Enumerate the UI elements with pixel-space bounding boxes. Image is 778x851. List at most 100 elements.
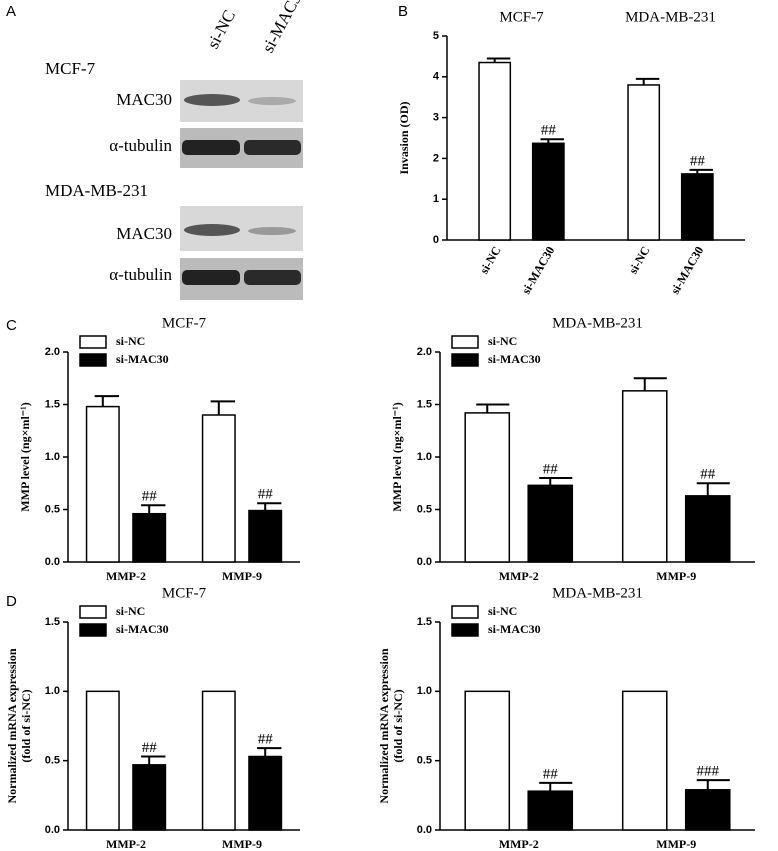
annotation: ## xyxy=(543,766,559,782)
bar xyxy=(621,690,668,831)
blot-band xyxy=(182,270,240,285)
y-axis-label: Normalized mRNA expression xyxy=(5,648,19,803)
legend-label: si-MAC30 xyxy=(488,622,541,636)
chart-title: MCF-7 xyxy=(162,315,207,331)
annotation: ## xyxy=(543,461,559,477)
legend-swatch xyxy=(451,623,479,637)
y-axis-label: Invasion (OD) xyxy=(397,101,411,174)
x-tick-label: MMP-9 xyxy=(222,837,262,851)
y-tick-label: 1.0 xyxy=(417,451,432,463)
blot-column: si-NC xyxy=(203,7,239,52)
legend-swatch xyxy=(451,353,479,367)
y-tick-label: 0 xyxy=(433,234,439,246)
y-tick-label: 2 xyxy=(433,152,439,164)
y-axis-label: (fold of si-NC) xyxy=(19,689,33,762)
bar xyxy=(464,412,511,563)
y-tick-label: 0.0 xyxy=(417,824,432,836)
y-tick-label: 3 xyxy=(433,112,439,124)
bar xyxy=(531,142,565,241)
x-tick-label: MMP-2 xyxy=(106,569,146,583)
y-tick-label: 1.5 xyxy=(417,398,432,410)
blot-row: α-tubulin xyxy=(109,265,172,284)
x-tick-label: si-NC xyxy=(626,244,653,276)
legend-label: si-NC xyxy=(488,604,517,618)
legend-label: si-MAC30 xyxy=(116,622,169,636)
panel-label: A xyxy=(6,3,16,20)
x-tick-label: si-MAC30 xyxy=(668,244,706,297)
panel-label: D xyxy=(6,593,17,610)
x-tick-label: MMP-2 xyxy=(106,837,146,851)
y-tick-label: 1.0 xyxy=(45,685,60,697)
y-tick-label: 1.0 xyxy=(45,451,60,463)
blot-group: MDA-MB-231 xyxy=(45,181,148,200)
bar xyxy=(201,414,236,563)
bar xyxy=(478,61,512,241)
chart-title: MDA-MB-231 xyxy=(552,315,643,331)
legend-label: si-NC xyxy=(488,334,517,348)
x-tick-label: MMP-9 xyxy=(222,569,262,583)
bar xyxy=(621,390,668,563)
bar xyxy=(85,690,120,831)
y-tick-label: 0.5 xyxy=(417,503,432,515)
y-tick-label: 5 xyxy=(433,30,439,42)
x-tick-label: MMP-2 xyxy=(499,569,539,583)
bar xyxy=(527,790,574,831)
group-label: MCF-7 xyxy=(499,9,544,25)
y-tick-label: 1.5 xyxy=(45,616,60,628)
legend-swatch xyxy=(451,335,479,349)
blot-band xyxy=(184,94,240,106)
blot-band xyxy=(184,224,240,236)
blot-row: MAC30 xyxy=(116,90,172,109)
bar xyxy=(201,690,236,831)
legend-label: si-MAC30 xyxy=(116,352,169,366)
panel-label: C xyxy=(6,317,17,334)
annotation: ### xyxy=(697,764,720,780)
y-axis-label: Normalized mRNA expression xyxy=(377,648,391,803)
bar xyxy=(85,405,120,563)
blot-band xyxy=(244,270,301,285)
x-tick-label: si-MAC30 xyxy=(519,244,557,297)
bar xyxy=(527,484,574,563)
x-tick-label: MMP-2 xyxy=(499,837,539,851)
annotation: ## xyxy=(258,732,274,748)
bar xyxy=(680,173,714,241)
y-axis-label: MMP level (ng×ml⁻¹) xyxy=(18,402,32,511)
blot-band xyxy=(182,140,240,155)
chart-title: MDA-MB-231 xyxy=(552,585,643,601)
blot-band xyxy=(248,227,296,235)
y-tick-label: 0.5 xyxy=(45,755,60,767)
bar xyxy=(464,690,511,831)
legend-swatch xyxy=(79,353,107,367)
y-tick-label: 0.5 xyxy=(45,503,60,515)
y-axis-label: MMP level (ng×ml⁻¹) xyxy=(390,402,404,511)
chart-title: MCF-7 xyxy=(162,585,207,601)
y-tick-label: 0.0 xyxy=(417,556,432,568)
y-tick-label: 1 xyxy=(433,193,439,205)
western-blot: si-NC si-MAC30 MCF-7 MAC30 α-tubulin MDA… xyxy=(45,0,309,300)
blot-group: MCF-7 xyxy=(45,59,96,78)
y-tick-label: 0.0 xyxy=(45,556,60,568)
blot-column: si-MAC30 xyxy=(258,0,309,56)
annotation: ## xyxy=(700,467,716,483)
legend-swatch xyxy=(79,605,107,619)
x-tick-label: MMP-9 xyxy=(656,837,696,851)
bar xyxy=(132,512,167,563)
legend-label: si-MAC30 xyxy=(488,352,541,366)
annotation: ## xyxy=(690,153,706,169)
x-tick-label: MMP-9 xyxy=(656,569,696,583)
y-axis-label: (fold of si-NC) xyxy=(391,689,405,762)
blot-row: MAC30 xyxy=(116,224,172,243)
y-tick-label: 1.5 xyxy=(45,398,60,410)
blot-band xyxy=(244,140,301,155)
y-tick-label: 1.5 xyxy=(417,616,432,628)
bar xyxy=(132,764,167,831)
panel-label: B xyxy=(398,3,408,20)
legend-swatch xyxy=(79,623,107,637)
y-tick-label: 1.0 xyxy=(417,685,432,697)
y-tick-label: 2.0 xyxy=(45,346,60,358)
annotation: ## xyxy=(142,740,158,756)
y-tick-label: 2.0 xyxy=(417,346,432,358)
bar xyxy=(627,84,661,241)
x-tick-label: si-NC xyxy=(477,244,504,276)
annotation: ## xyxy=(142,489,158,505)
